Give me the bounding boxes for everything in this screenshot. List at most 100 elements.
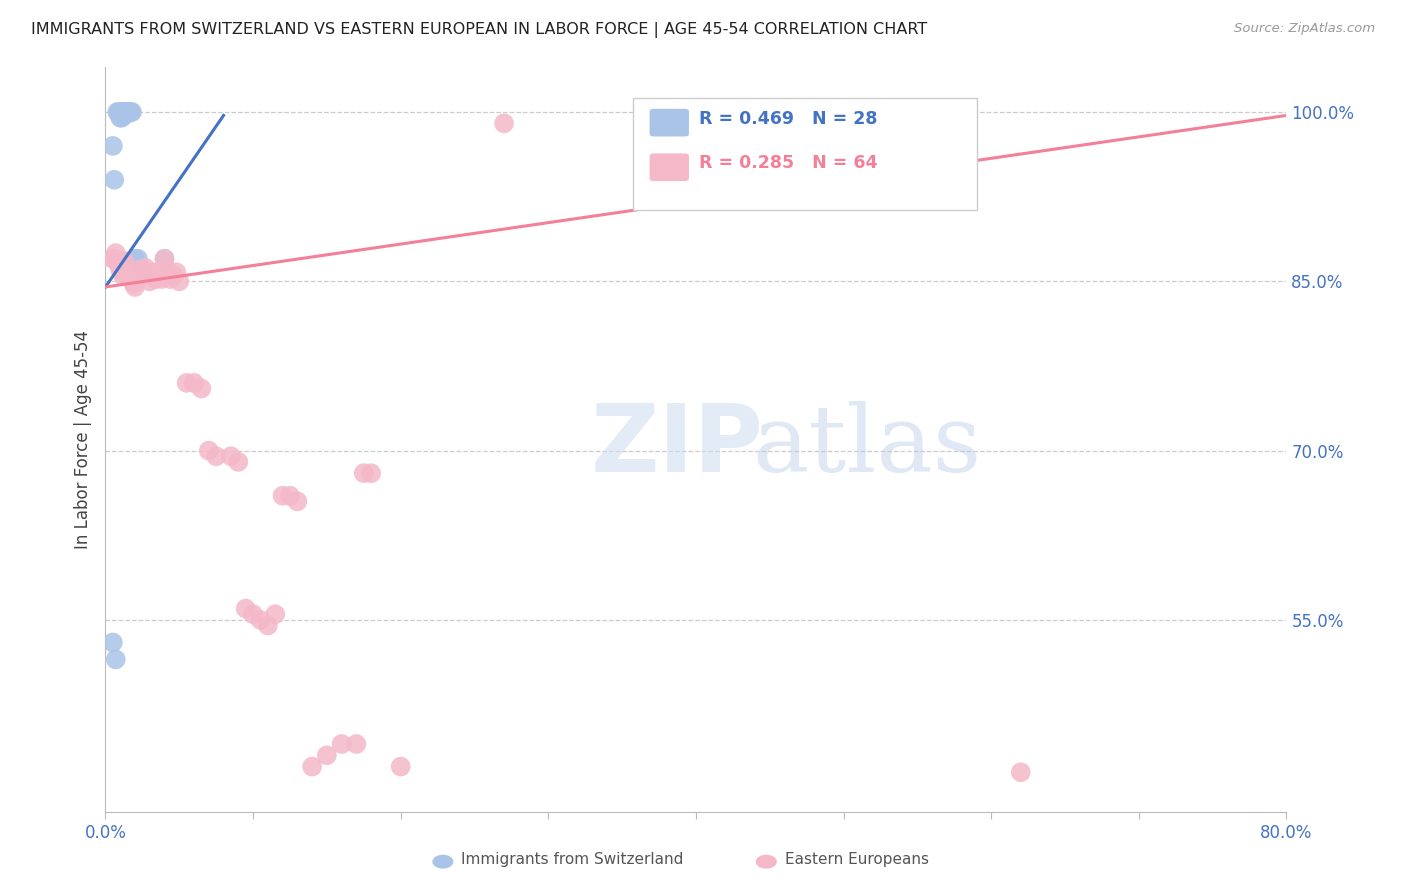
Point (107, 105, 129, 120)
Point (145, 272, 167, 286)
Point (127, 252, 149, 266)
Point (117, 268, 139, 283)
Point (146, 268, 169, 283)
Point (112, 268, 135, 283)
Point (104, 246, 127, 260)
Point (101, 635, 124, 649)
Point (287, 494, 309, 508)
Point (110, 105, 132, 120)
Point (117, 105, 139, 120)
Text: ZIP: ZIP (591, 400, 763, 492)
Text: atlas: atlas (752, 401, 981, 491)
Point (114, 105, 136, 120)
Point (134, 260, 156, 275)
Point (153, 252, 176, 266)
Text: Source: ZipAtlas.com: Source: ZipAtlas.com (1234, 22, 1375, 36)
Point (118, 265, 141, 279)
Point (135, 265, 157, 279)
Point (124, 252, 146, 266)
Point (115, 260, 138, 275)
Point (150, 272, 173, 286)
Point (315, 748, 337, 763)
Point (131, 268, 153, 283)
Point (118, 105, 141, 120)
Point (149, 268, 172, 283)
Text: R = 0.469   N = 28: R = 0.469 N = 28 (699, 110, 877, 128)
Point (125, 268, 148, 283)
Point (120, 105, 142, 120)
Point (115, 107, 138, 121)
Point (264, 607, 287, 622)
Point (124, 280, 146, 294)
Point (176, 376, 198, 390)
Point (226, 455, 250, 469)
Point (127, 265, 149, 279)
Point (360, 466, 382, 480)
Point (190, 382, 212, 396)
Point (235, 601, 257, 615)
Point (156, 263, 179, 277)
Point (120, 268, 142, 283)
Text: Immigrants from Switzerland: Immigrants from Switzerland (461, 852, 683, 867)
Point (105, 254, 128, 268)
Point (121, 105, 143, 120)
Point (131, 263, 153, 277)
Y-axis label: In Labor Force | Age 45-54: In Labor Force | Age 45-54 (73, 330, 91, 549)
Point (1010, 765, 1032, 780)
Point (129, 265, 152, 279)
Point (114, 105, 136, 120)
Point (122, 277, 145, 291)
Point (256, 618, 278, 632)
Point (111, 105, 134, 120)
Point (105, 105, 128, 120)
Point (128, 263, 150, 277)
Point (205, 449, 228, 463)
Point (101, 252, 124, 266)
Point (153, 252, 176, 266)
Point (111, 111, 134, 125)
Point (103, 252, 125, 266)
Point (165, 265, 187, 279)
Point (271, 489, 294, 503)
Point (103, 173, 125, 187)
Point (330, 737, 353, 751)
Point (120, 105, 142, 120)
Point (159, 272, 181, 286)
Point (138, 274, 162, 288)
Point (114, 254, 136, 268)
Point (143, 268, 166, 283)
Point (301, 759, 323, 773)
Point (110, 111, 132, 125)
Point (101, 139, 124, 153)
Point (249, 613, 271, 627)
Point (121, 272, 143, 286)
Point (111, 260, 134, 275)
Point (197, 443, 219, 458)
Point (110, 263, 132, 277)
Text: IMMIGRANTS FROM SWITZERLAND VS EASTERN EUROPEAN IN LABOR FORCE | AGE 45-54 CORRE: IMMIGRANTS FROM SWITZERLAND VS EASTERN E… (31, 22, 927, 38)
Point (114, 107, 136, 121)
Point (112, 105, 135, 120)
Point (148, 265, 170, 279)
Text: R = 0.285   N = 64: R = 0.285 N = 64 (699, 154, 877, 172)
Point (141, 268, 163, 283)
Point (142, 265, 165, 279)
Point (118, 105, 141, 120)
Point (346, 737, 368, 751)
Point (219, 449, 242, 463)
Point (169, 274, 191, 288)
Point (162, 268, 184, 283)
Point (104, 652, 127, 666)
Point (112, 107, 135, 121)
Point (492, 116, 515, 130)
Point (132, 263, 155, 277)
Point (389, 759, 412, 773)
Point (353, 466, 375, 480)
Point (107, 257, 129, 271)
Text: Eastern Europeans: Eastern Europeans (785, 852, 928, 867)
Point (242, 607, 264, 622)
Point (117, 105, 139, 120)
Point (115, 105, 138, 120)
Point (136, 268, 159, 283)
Point (183, 376, 205, 390)
